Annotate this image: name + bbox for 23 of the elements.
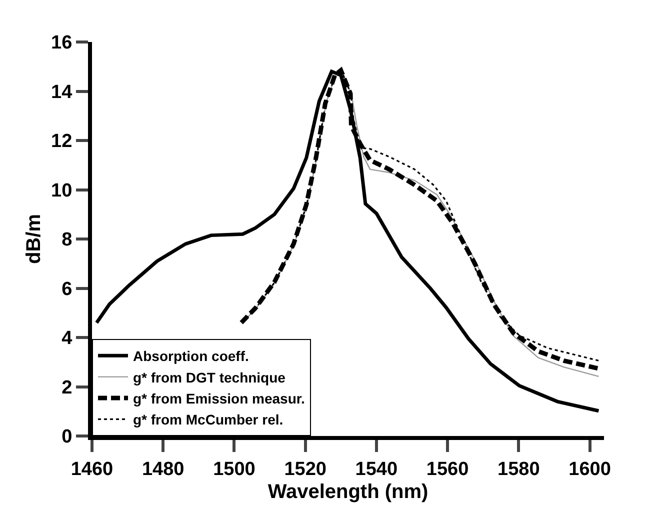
x-tick-label: 1600 bbox=[568, 458, 611, 480]
y-tick-label: 2 bbox=[62, 377, 72, 398]
x-tick-label: 1480 bbox=[142, 458, 184, 480]
legend-label: g* from DGT technique bbox=[133, 369, 286, 386]
y-tick-label: 4 bbox=[62, 328, 73, 350]
legend-label: g* from McCumber rel. bbox=[133, 412, 284, 428]
x-tick-label: 1580 bbox=[498, 458, 540, 480]
legend-label: Absorption coeff. bbox=[133, 348, 249, 364]
y-tick-label: 8 bbox=[62, 230, 72, 251]
x-tick-label: 1520 bbox=[284, 458, 326, 480]
y-tick-label: 10 bbox=[51, 180, 72, 202]
legend-label: g* from Emission measur. bbox=[133, 390, 305, 406]
y-tick-label: 0 bbox=[62, 426, 72, 448]
y-axis-title: dB/m bbox=[23, 214, 46, 264]
y-tick-label: 16 bbox=[51, 32, 72, 54]
y-tick-label: 6 bbox=[62, 278, 72, 300]
x-tick-label: 1460 bbox=[70, 458, 114, 480]
y-tick-label: 12 bbox=[51, 131, 72, 152]
x-axis-title: Wavelength (nm) bbox=[268, 480, 428, 503]
x-tick-label: 1540 bbox=[355, 458, 398, 480]
y-tick-label: 14 bbox=[51, 82, 73, 103]
x-tick-label: 1500 bbox=[213, 458, 256, 480]
x-tick-label: 1560 bbox=[426, 458, 469, 480]
